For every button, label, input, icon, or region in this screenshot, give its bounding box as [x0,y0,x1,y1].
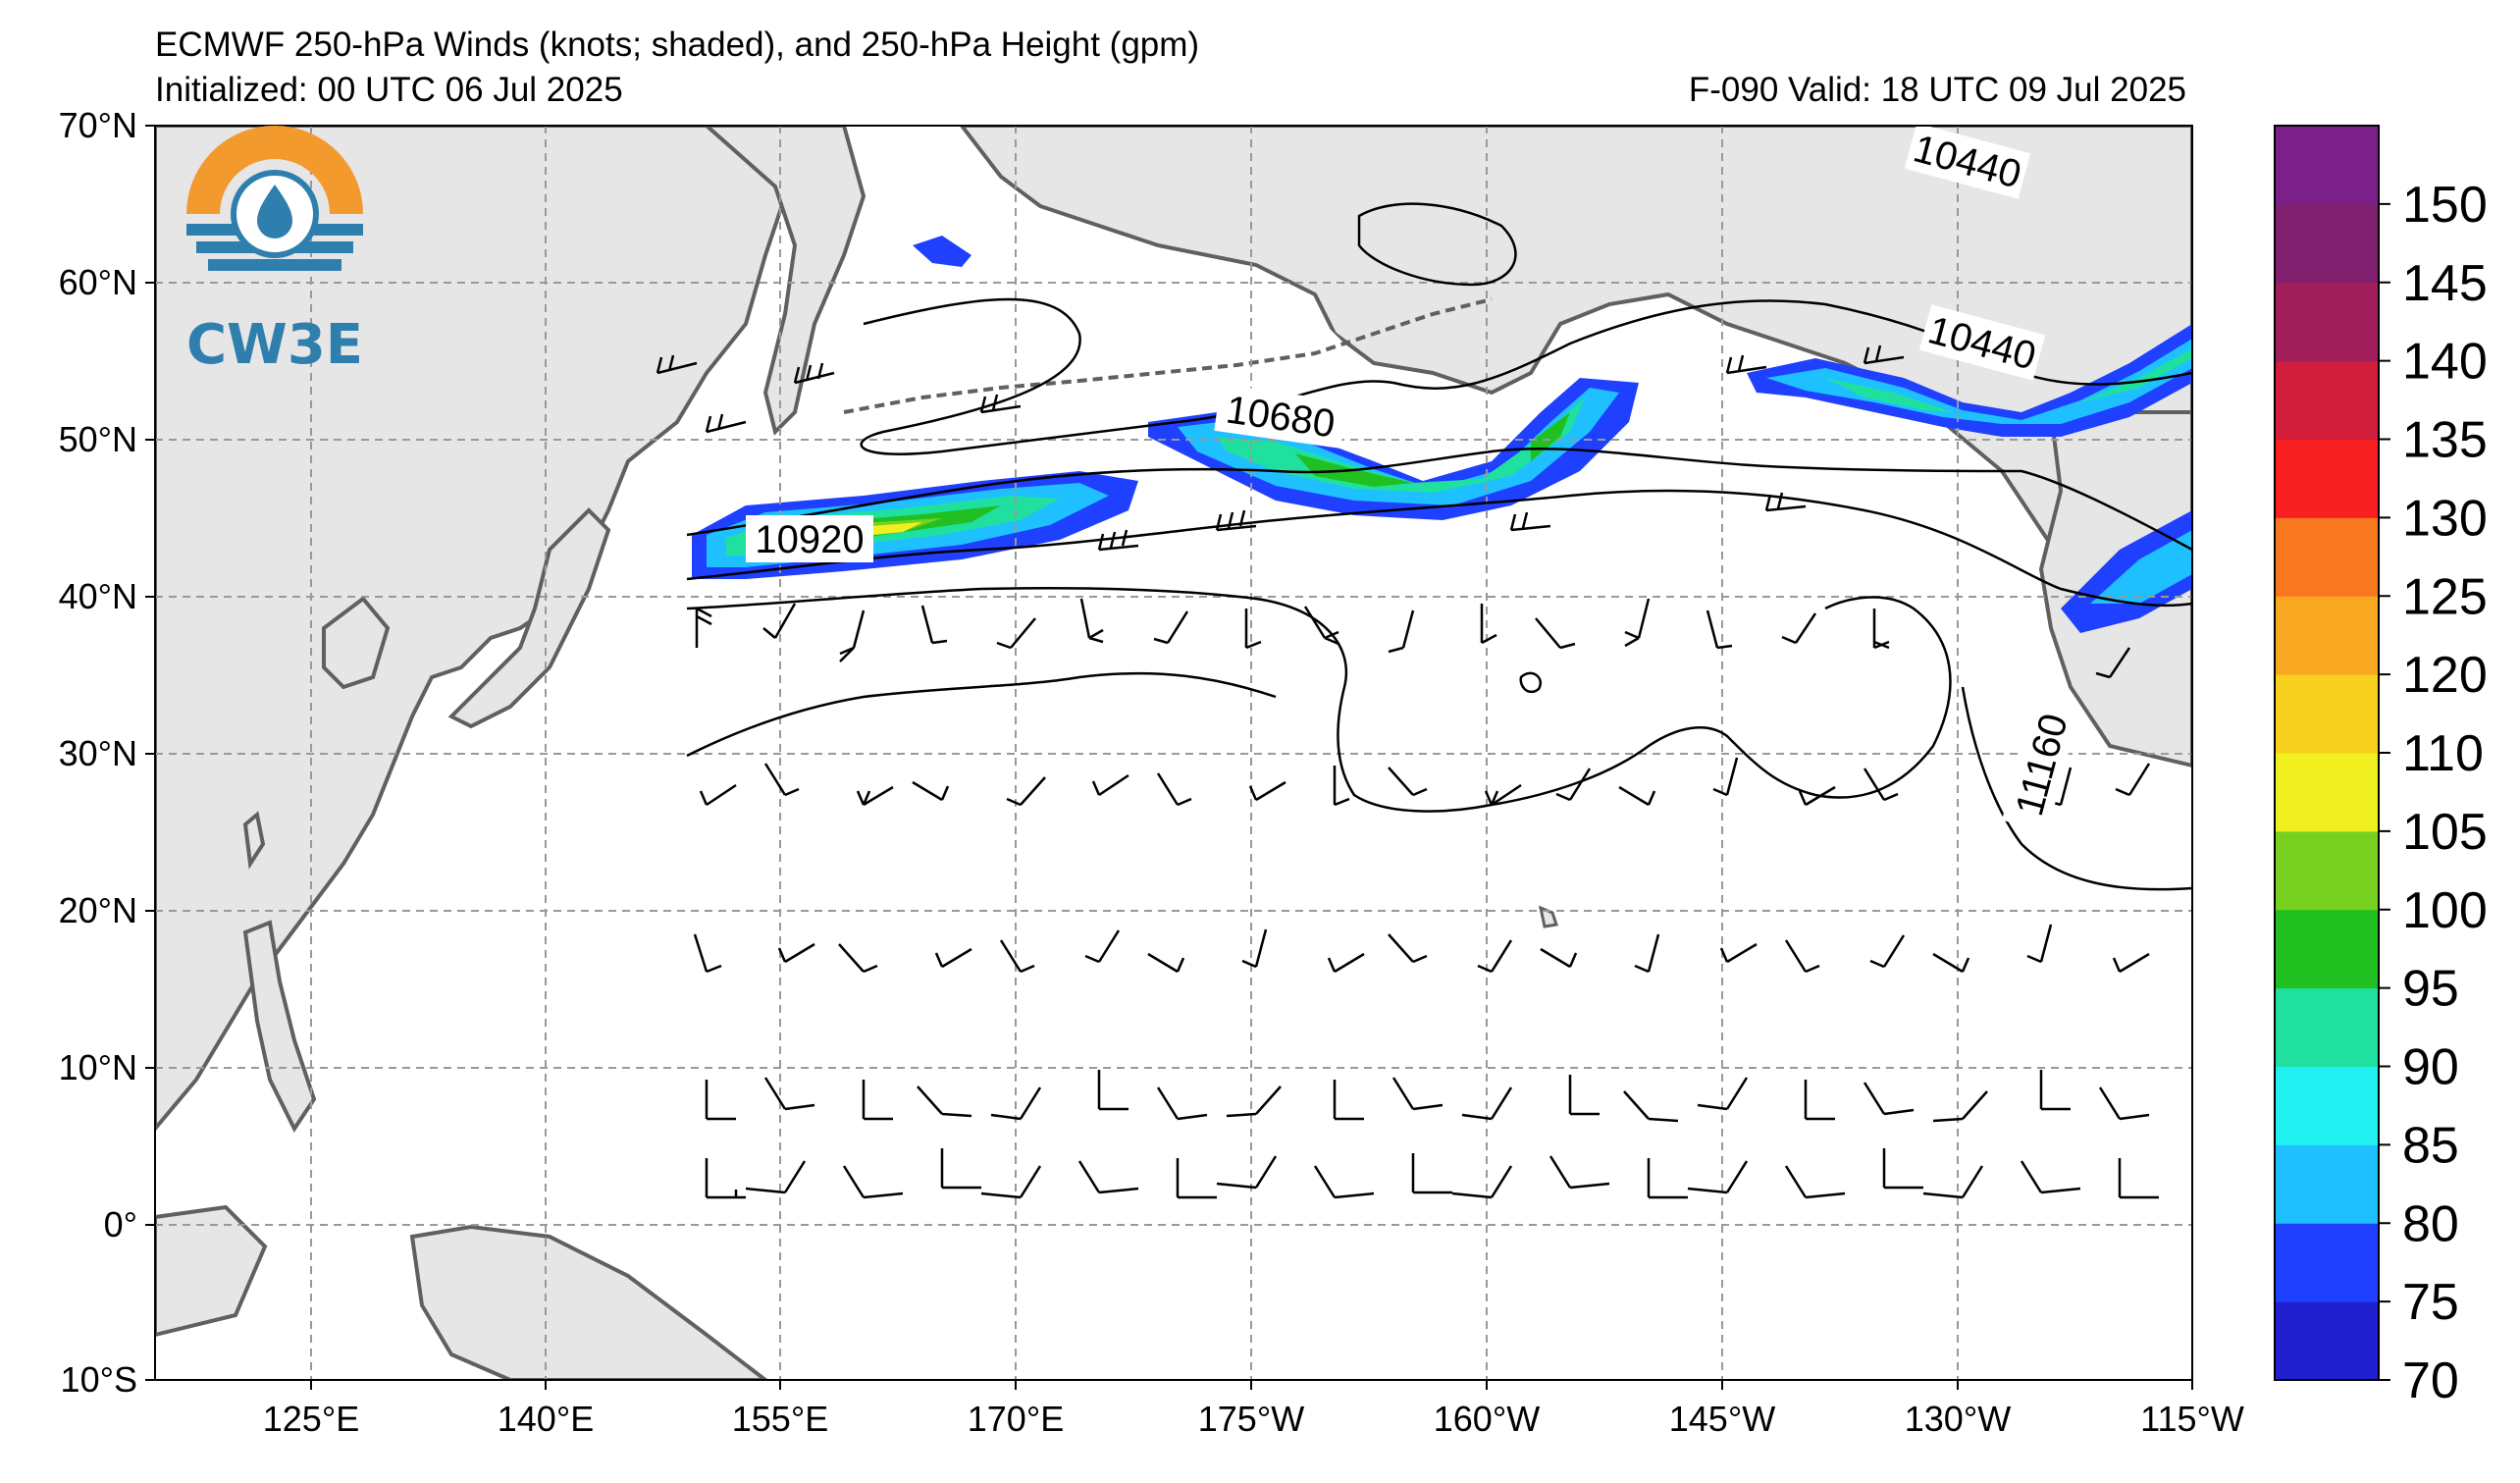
colorbar-swatch [2275,1066,2379,1145]
korea-landmass [322,596,391,690]
wind-barbs [656,344,2159,1199]
longitude-ticks [310,1380,2193,1390]
svg-text:125°E: 125°E [263,1399,359,1439]
colorbar-swatch [2275,126,2379,205]
colorbar-swatch [2275,439,2379,518]
svg-text:10°S: 10°S [61,1359,137,1400]
colorbar-label: 110 [2402,725,2484,782]
colorbar-label: 95 [2402,961,2459,1018]
svg-text:115°W: 115°W [2140,1399,2244,1439]
colorbar-label: 90 [2402,1039,2459,1096]
chart-title: ECMWF 250-hPa Winds (knots; shaded), and… [155,26,1200,64]
colorbar-label: 135 [2402,412,2488,469]
svg-text:145°W: 145°W [1669,1399,1775,1439]
aleutian-islands [843,297,1493,414]
svg-text:20°N: 20°N [59,890,137,930]
latitude-ticks [145,125,155,1381]
svg-text:10920: 10920 [755,518,864,561]
svg-text:40°N: 40°N [59,576,137,616]
svg-text:175°W: 175°W [1198,1399,1304,1439]
colorbar-swatch [2275,830,2379,911]
kamchatka-landmass [703,126,866,436]
svg-text:30°N: 30°N [59,733,137,773]
colorbar-swatch [2275,203,2379,284]
colorbar-swatch [2275,987,2379,1067]
colorbar-label: 85 [2402,1117,2459,1174]
colorbar-swatch [2275,360,2379,440]
svg-text:170°E: 170°E [968,1399,1064,1439]
philippines-landmass [242,920,317,1133]
gridlines [155,126,2192,1380]
svg-text:160°W: 160°W [1434,1399,1540,1439]
colorbar-swatch [2275,282,2379,362]
colorbar-label: 150 [2402,177,2488,234]
cw3e-logo: CW3E [186,126,363,377]
colorbar-label: 75 [2402,1274,2459,1331]
colorbar-label: 70 [2402,1352,2459,1409]
svg-text:50°N: 50°N [59,419,137,459]
colorbar-label: 120 [2402,647,2488,704]
japan-landmass [447,507,611,729]
colorbar-label: 140 [2402,334,2488,391]
colorbar-label: 100 [2402,882,2488,939]
colorbar: 70 75 80 85 90 95 100 105 110 120 125 130 135 140 145 1… [2274,125,2488,1409]
colorbar-swatch [2275,753,2379,832]
colorbar-swatch [2275,596,2379,675]
svg-text:0°: 0° [104,1204,137,1245]
latitude-labels: 70°N 60°N 50°N 40°N 30°N 20°N 10°N 0° 10… [59,105,137,1400]
water-drop-icon [257,185,292,238]
valid-time: F-090 Valid: 18 UTC 09 Jul 2025 [1688,71,2186,109]
colorbar-label: 125 [2402,568,2488,625]
contour-label-10680: 10680 [1214,384,1347,449]
taiwan-landmass [242,811,266,870]
logo-text: CW3E [186,313,363,377]
borneo-landmass [155,1204,268,1338]
svg-text:70°N: 70°N [59,105,137,145]
colorbar-swatch [2275,1223,2379,1302]
contour-label-10920: 10920 [746,515,873,562]
colorbar-swatch [2275,1301,2379,1381]
svg-text:130°W: 130°W [1905,1399,2011,1439]
colorbar-label: 105 [2402,804,2488,861]
svg-text:60°N: 60°N [59,262,137,302]
svg-text:155°E: 155°E [732,1399,828,1439]
svg-text:140°E: 140°E [498,1399,594,1439]
colorbar-label: 130 [2402,490,2488,547]
colorbar-label: 80 [2402,1195,2459,1252]
longitude-labels: 125°E 140°E 155°E 170°E 175°W 160°W 145°… [263,1399,2244,1439]
colorbar-swatch [2275,517,2379,597]
new-guinea-landmass [409,1224,769,1380]
colorbar-label: 145 [2402,255,2488,312]
svg-text:10°N: 10°N [59,1047,137,1087]
colorbar-swatch [2275,1144,2379,1224]
colorbar-swatch [2275,909,2379,989]
colorbar-swatch [2275,674,2379,754]
bering-sea [844,147,1354,402]
init-time: Initialized: 00 UTC 06 Jul 2025 [155,71,623,109]
